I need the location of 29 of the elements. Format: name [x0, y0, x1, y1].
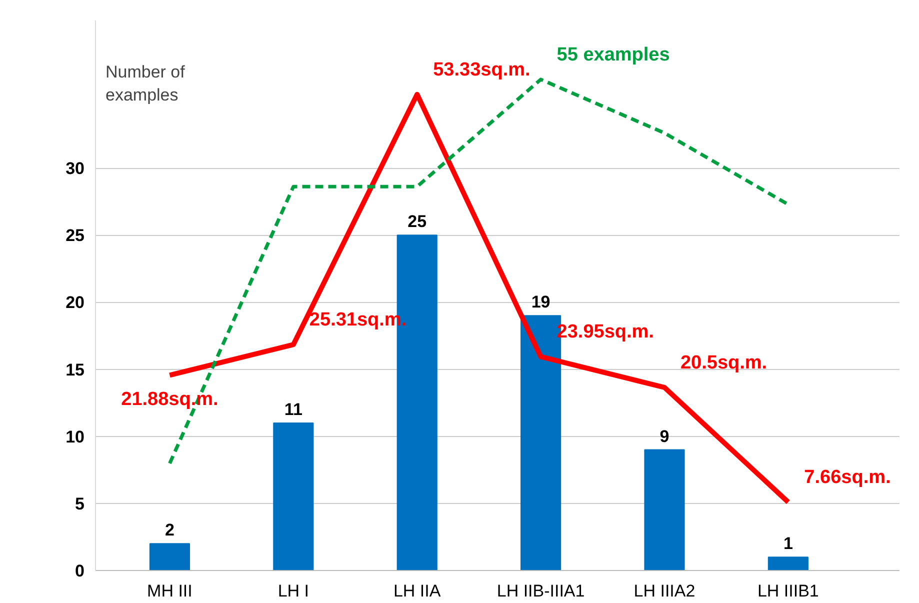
- data-label: 9: [660, 426, 670, 446]
- data-label: 55 examples: [556, 44, 670, 66]
- data-label: 21.88sq.m.: [121, 389, 218, 410]
- y-tick-label: 30: [66, 159, 85, 178]
- x-tick-label: MH III: [147, 582, 192, 600]
- y-tick-label: 10: [66, 427, 85, 446]
- x-tick-label: LH IIB-IIIA1: [496, 582, 585, 600]
- data-label: 53.33sq.m.: [433, 59, 530, 80]
- data-label: 19: [531, 292, 550, 312]
- y-tick-label: 20: [66, 293, 85, 312]
- x-tick-label: LH IIIA2: [634, 582, 696, 600]
- y-tick-label: 0: [75, 562, 85, 580]
- y-tick-label: 5: [75, 494, 85, 514]
- y-tick-label: 15: [66, 360, 85, 380]
- data-label: 7.66sq.m.: [804, 467, 891, 488]
- bar: [768, 556, 808, 570]
- bar: [273, 422, 314, 570]
- y-tick-label: 25: [66, 226, 85, 246]
- data-label: 2: [164, 520, 174, 540]
- data-label: 20.5sq.m.: [680, 352, 768, 374]
- x-tick-label: LH IIIB1: [757, 582, 819, 600]
- data-label: 25: [408, 212, 427, 232]
- x-tick-label: LH IIA: [393, 582, 442, 600]
- y-axis-title: Number of examples: [106, 62, 186, 104]
- bar: [644, 449, 685, 570]
- bar: [149, 543, 190, 570]
- data-label: 1: [783, 534, 793, 554]
- data-label: 11: [284, 400, 302, 419]
- x-tick-label: LH I: [278, 582, 310, 600]
